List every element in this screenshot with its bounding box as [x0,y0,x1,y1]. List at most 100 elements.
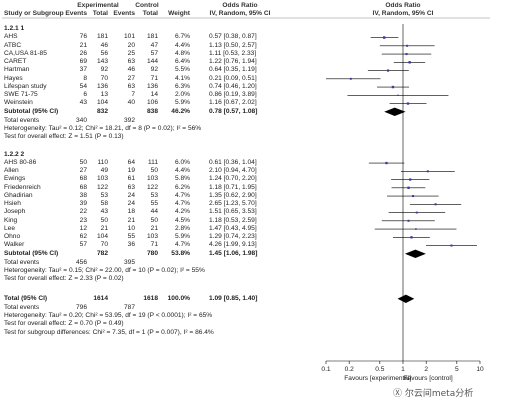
weight-value: 4.1% [174,74,190,82]
or-ci-value: 0.61 [0.36, 1.04] [209,158,257,166]
total-label: Total (95% CI) [4,294,48,302]
header-or-method-right: IV, Random, 95% CI [372,10,434,17]
study-name: Ghadirian [4,191,33,199]
ctl-total: 122 [146,183,158,191]
total-events-exp: 340 [75,116,87,124]
ctl-total: 14 [150,91,158,98]
ctl-total: 103 [146,175,158,183]
or-ci-value: 2.10 [0.94, 4.70] [209,167,257,174]
subtotal-ci: 0.78 [0.57, 1.08] [209,107,258,115]
ctl-total: 92 [150,66,158,74]
pooled-diamond [404,249,426,258]
exp-events: 39 [79,200,87,207]
exp-events: 50 [79,158,87,166]
total-events-label: Total events [4,258,40,266]
weight-value: 5.9% [174,233,190,240]
exp-events: 12 [79,224,87,232]
study-name: Friedenreich [4,183,41,191]
ctl-events: 63 [127,58,135,65]
study-marker [412,195,415,198]
ctl-total: 111 [147,158,158,166]
or-ci-value: 0.86 [0.19, 3.89] [209,91,257,98]
or-ci-value: 1.18 [0.71, 1.95] [209,183,257,191]
total-events-ctl: 787 [123,303,135,311]
header-or-method-left: IV, Random, 95% CI [209,10,271,17]
x-tick-label: 0.5 [375,366,384,373]
x-tick-label: 10 [476,366,484,373]
exp-total: 50 [100,216,108,224]
ctl-events: 55 [127,233,135,240]
weight-value: 4.4% [174,167,190,174]
weight-value: 6.7% [174,33,190,41]
or-ci-value: 0.57 [0.38, 0.87] [209,33,257,41]
study-name: Weinstein [4,99,33,107]
total-ctl-total: 1618 [143,294,158,302]
or-ci-value: 0.64 [0.35, 1.19] [209,66,257,74]
study-name: Ewings [4,175,26,183]
study-marker [426,170,429,173]
study-marker [385,161,388,165]
exp-events: 22 [79,208,87,216]
exp-events: 38 [79,191,87,199]
weight-value: 4.5% [174,216,190,224]
exp-total: 56 [100,49,108,57]
total-overall-effect: Test for overall effect: Z = 0.70 (P = 0… [4,320,124,328]
exp-events: 69 [79,58,87,65]
study-name: Hayes [4,74,23,82]
exp-total: 21 [100,224,108,232]
x-tick-label: 0.2 [345,366,354,373]
header-exp-events: Events [65,10,87,17]
study-marker [406,44,409,47]
ctl-events: 61 [127,175,135,183]
exp-total: 70 [100,74,108,82]
weight-value: 4.7% [174,200,190,207]
or-ci-value: 1.35 [0.62, 2.90] [209,191,257,199]
exp-total: 136 [96,82,108,90]
favours-experimental-label: Favours [experimental] [344,375,411,382]
ctl-events: 40 [127,99,135,107]
study-marker [407,219,410,222]
exp-events: 76 [79,33,87,41]
subgroup-label: 1.2.1 1 [4,25,25,32]
ctl-events: 63 [127,183,135,191]
study-marker [382,36,386,39]
ctl-events: 7 [131,91,135,98]
total-events-ctl: 395 [123,258,135,266]
or-ci-value: 1.11 [0.53, 2.33] [209,49,257,57]
header-or-title-right: Odds Ratio [385,2,421,9]
study-marker [415,228,417,230]
ctl-events: 18 [127,208,135,216]
exp-total: 103 [96,175,108,183]
study-marker [349,77,352,80]
ctl-events: 10 [127,224,135,232]
study-name: Walker [4,241,25,249]
total-events-exp: 796 [75,303,87,311]
study-marker [397,94,399,97]
ctl-total: 71 [150,241,158,249]
or-ci-value: 1.47 [0.43, 4.95] [209,224,257,232]
exp-events: 27 [79,167,87,174]
ctl-events: 63 [127,82,135,90]
ctl-events: 20 [127,41,135,49]
or-ci-value: 0.74 [0.46, 1.20] [209,82,257,90]
watermark: Ⓧ 尔云间meta分析 [393,389,474,399]
header-control: Control [135,2,159,9]
ctl-total: 103 [146,233,158,240]
pooled-diamond [397,294,415,303]
ctl-events: 64 [127,158,135,166]
study-marker [409,178,412,181]
subtotal-ci: 1.45 [1.06, 1.98] [209,249,258,257]
exp-total: 143 [96,58,108,65]
x-tick-label: 5 [455,366,459,373]
overall-effect-text: Test for overall effect: Z = 2.33 (P = 0… [4,275,124,283]
study-name: Ohno [4,233,21,240]
study-name: Lifespan study [4,82,47,90]
heterogeneity-text: Heterogeneity: Tau² = 0.12; Chi² = 18.21… [4,125,202,132]
ctl-events: 46 [127,66,135,74]
header-ctl-total: Total [142,10,158,17]
overall-effect-text: Test for overall effect: Z = 1.51 (P = 0… [4,133,124,141]
weight-value: 6.0% [174,158,190,166]
study-name: Allen [4,167,19,174]
study-marker [415,211,418,214]
header-study: Study or Subgroup [4,10,64,17]
